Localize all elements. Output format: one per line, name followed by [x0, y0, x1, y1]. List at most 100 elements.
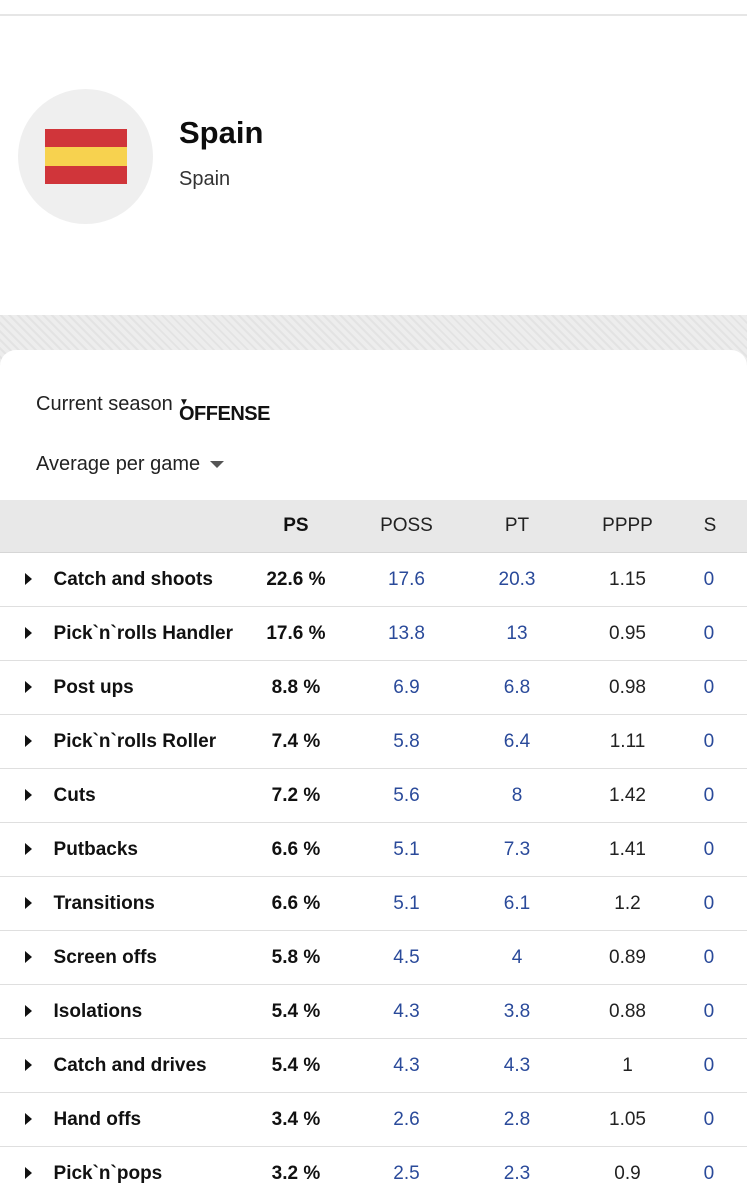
s-value[interactable]: 0: [693, 1092, 747, 1147]
poss-value[interactable]: 4.5: [340, 930, 473, 985]
table-row[interactable]: Putbacks 6.6 % 5.1 7.3 1.41 0: [0, 822, 747, 877]
table-row[interactable]: Pick`n`rolls Handler 17.6 % 13.8 13 0.95 0: [0, 606, 747, 661]
s-value[interactable]: 0: [693, 1038, 747, 1093]
expand-cell[interactable]: [0, 606, 54, 661]
playtype-name: Isolations: [53, 984, 252, 1039]
s-value[interactable]: 0: [693, 822, 747, 877]
expand-row-icon[interactable]: [25, 950, 32, 963]
pppp-value: 0.9: [561, 1146, 694, 1200]
poss-value[interactable]: 5.6: [340, 768, 473, 823]
s-value[interactable]: 0: [693, 984, 747, 1039]
pt-value[interactable]: 13: [472, 606, 562, 661]
expand-cell[interactable]: [0, 1038, 54, 1093]
pt-value[interactable]: 4: [472, 930, 562, 985]
pt-value[interactable]: 2.3: [472, 1146, 562, 1200]
table-row[interactable]: Pick`n`pops 3.2 % 2.5 2.3 0.9 0: [0, 1146, 747, 1200]
pt-value[interactable]: 2.8: [472, 1092, 562, 1147]
expand-row-icon[interactable]: [25, 680, 32, 693]
poss-value[interactable]: 4.3: [340, 1038, 473, 1093]
expand-cell[interactable]: [0, 1092, 54, 1147]
expand-cell[interactable]: [0, 984, 54, 1039]
expand-row-icon[interactable]: [25, 842, 32, 855]
header-pppp[interactable]: PPPP: [561, 500, 694, 553]
poss-value[interactable]: 6.9: [340, 660, 473, 715]
expand-cell[interactable]: [0, 660, 54, 715]
expand-row-icon[interactable]: [25, 572, 32, 585]
s-value[interactable]: 0: [693, 660, 747, 715]
expand-cell[interactable]: [0, 768, 54, 823]
poss-value[interactable]: 13.8: [340, 606, 473, 661]
pt-value[interactable]: 3.8: [472, 984, 562, 1039]
expand-cell[interactable]: [0, 930, 54, 985]
s-value[interactable]: 0: [693, 606, 747, 661]
table-row[interactable]: Cuts 7.2 % 5.6 8 1.42 0: [0, 768, 747, 823]
pt-value[interactable]: 4.3: [472, 1038, 562, 1093]
table-row[interactable]: Catch and shoots 22.6 % 17.6 20.3 1.15 0: [0, 552, 747, 607]
category-label: OFFENSE: [179, 403, 270, 425]
expand-row-icon[interactable]: [25, 734, 32, 747]
pt-value[interactable]: 7.3: [472, 822, 562, 877]
expand-row-icon[interactable]: [25, 1166, 32, 1179]
mode-dropdown[interactable]: Average per game: [36, 453, 225, 476]
expand-cell[interactable]: [0, 714, 54, 769]
header-poss[interactable]: POSS: [340, 500, 473, 553]
expand-row-icon[interactable]: [25, 626, 32, 639]
dropdown-arrow-icon: [210, 461, 225, 469]
flag-stripe-middle: [45, 147, 127, 166]
pt-value[interactable]: 6.1: [472, 876, 562, 931]
flag-stripe-bottom: [45, 166, 127, 184]
pt-value[interactable]: 20.3: [472, 552, 562, 607]
top-divider: [0, 14, 747, 16]
poss-value[interactable]: 17.6: [340, 552, 473, 607]
table-row[interactable]: Pick`n`rolls Roller 7.4 % 5.8 6.4 1.11 0: [0, 714, 747, 769]
pt-value[interactable]: 6.4: [472, 714, 562, 769]
category-filter[interactable]: ▼ OFFENSE: [179, 397, 270, 426]
expand-row-icon[interactable]: [25, 1112, 32, 1125]
header-ps[interactable]: PS: [251, 500, 341, 553]
s-value[interactable]: 0: [693, 876, 747, 931]
expand-cell[interactable]: [0, 552, 54, 607]
playtype-stats-table: PS POSS PT PPPP S Catch and shoots 22.6 %…: [0, 500, 747, 1200]
poss-value[interactable]: 5.8: [340, 714, 473, 769]
poss-value[interactable]: 4.3: [340, 984, 473, 1039]
poss-value[interactable]: 2.5: [340, 1146, 473, 1200]
table-row[interactable]: Post ups 8.8 % 6.9 6.8 0.98 0: [0, 660, 747, 715]
poss-value[interactable]: 2.6: [340, 1092, 473, 1147]
ps-value: 7.4 %: [251, 714, 341, 769]
expand-row-icon[interactable]: [25, 788, 32, 801]
expand-row-icon[interactable]: [25, 896, 32, 909]
s-value[interactable]: 0: [693, 552, 747, 607]
s-value[interactable]: 0: [693, 930, 747, 985]
pppp-value: 0.88: [561, 984, 694, 1039]
poss-value[interactable]: 5.1: [340, 876, 473, 931]
expand-row-icon[interactable]: [25, 1058, 32, 1071]
expand-cell[interactable]: [0, 1146, 54, 1200]
team-subtitle: Spain: [179, 168, 231, 190]
table-row[interactable]: Screen offs 5.8 % 4.5 4 0.89 0: [0, 930, 747, 985]
header-pt[interactable]: PT: [472, 500, 562, 553]
s-value[interactable]: 0: [693, 714, 747, 769]
playtype-name: Transitions: [53, 876, 252, 931]
playtype-name: Pick`n`pops: [53, 1146, 252, 1200]
pppp-value: 1.2: [561, 876, 694, 931]
team-flag-avatar: [18, 89, 153, 224]
s-value[interactable]: 0: [693, 1146, 747, 1200]
expand-cell[interactable]: [0, 876, 54, 931]
season-filter[interactable]: Current season: [36, 393, 173, 415]
pppp-value: 1.41: [561, 822, 694, 877]
pt-value[interactable]: 8: [472, 768, 562, 823]
table-row[interactable]: Isolations 5.4 % 4.3 3.8 0.88 0: [0, 984, 747, 1039]
pt-value[interactable]: 6.8: [472, 660, 562, 715]
expand-row-icon[interactable]: [25, 1004, 32, 1017]
table-row[interactable]: Hand offs 3.4 % 2.6 2.8 1.05 0: [0, 1092, 747, 1147]
table-row[interactable]: Catch and drives 5.4 % 4.3 4.3 1 0: [0, 1038, 747, 1093]
pppp-value: 0.95: [561, 606, 694, 661]
header-s[interactable]: S: [693, 500, 747, 553]
table-row[interactable]: Transitions 6.6 % 5.1 6.1 1.2 0: [0, 876, 747, 931]
poss-value[interactable]: 5.1: [340, 822, 473, 877]
s-value[interactable]: 0: [693, 768, 747, 823]
playtype-name: Catch and shoots: [53, 552, 252, 607]
expand-cell[interactable]: [0, 822, 54, 877]
caret-down-icon: ▼: [179, 397, 189, 408]
playtype-name: Hand offs: [53, 1092, 252, 1147]
